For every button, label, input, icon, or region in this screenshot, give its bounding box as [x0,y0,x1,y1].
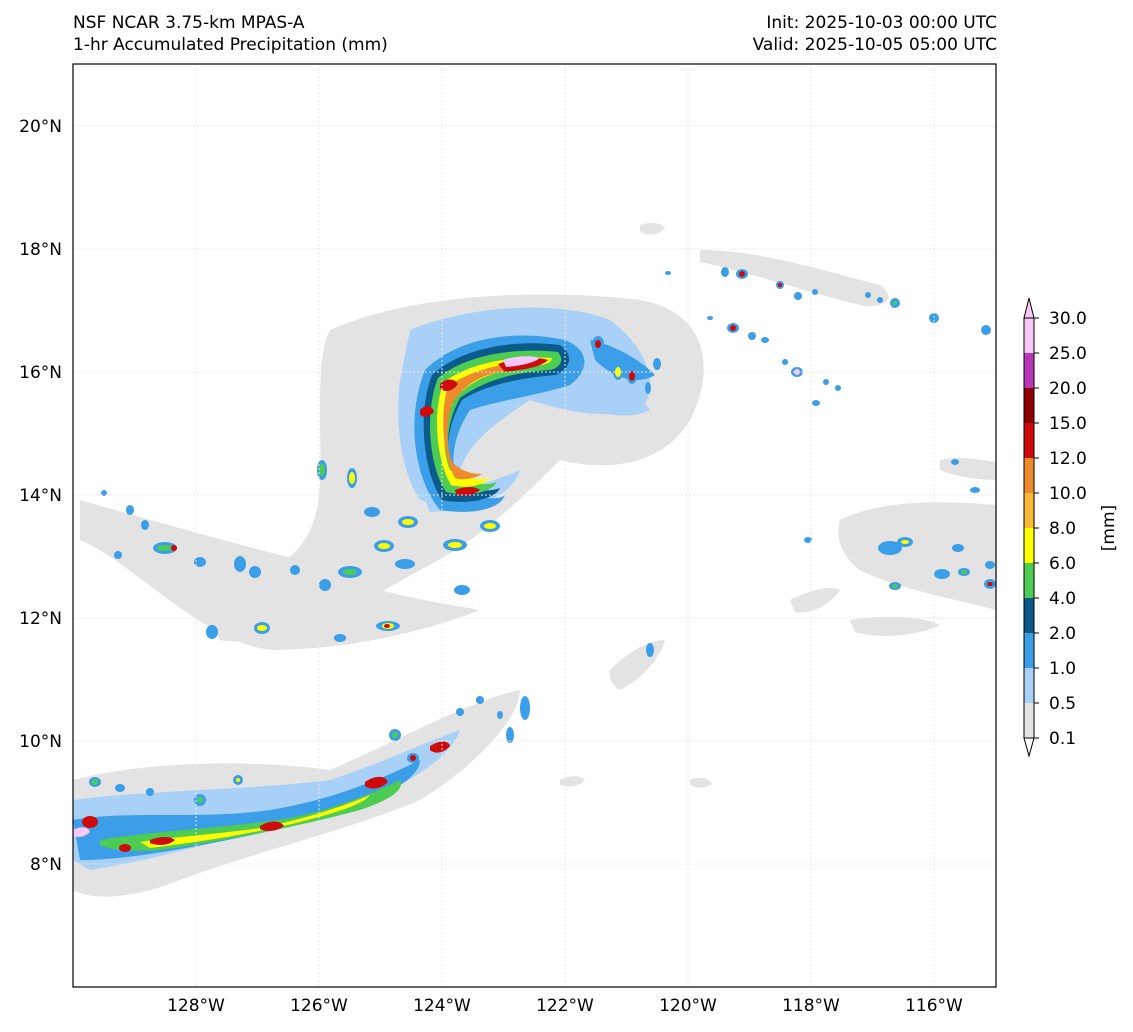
field-title: 1-hr Accumulated Precipitation (mm) [73,35,388,55]
colorbar-tick-label: 15.0 [1049,414,1087,434]
lat-tick-label: 12°N [19,609,62,629]
map-frame [72,63,997,988]
colorbar-tick-label: 12.0 [1049,449,1087,469]
colorbar-unit-label: [mm] [1099,505,1119,551]
lon-tick-label: 118°W [782,996,840,1016]
lat-tick-label: 8°N [30,855,62,875]
colorbar-tick-label: 20.0 [1049,379,1087,399]
spiral-core [420,350,562,496]
lon-tick-label: 126°W [290,996,348,1016]
lat-tick-label: 20°N [19,117,62,137]
colorbar-swatch [1024,668,1034,703]
colorbar-tick-labels: 0.1 0.5 1.0 2.0 4.0 6.0 8.0 10.0 12.0 15.0 20.0 25.… [1049,309,1087,749]
colorbar-swatch [1024,598,1034,633]
init-time: Init: 2025-10-03 00:00 UTC [766,13,997,33]
lon-tick-label: 124°W [413,996,471,1016]
lat-tick-label: 14°N [19,486,62,506]
colorbar-swatch [1024,633,1034,668]
colorbar-swatch [1024,388,1034,423]
model-title: NSF NCAR 3.75-km MPAS-A [73,13,305,33]
colorbar-tick-label: 30.0 [1049,309,1087,329]
precip-field [73,64,996,987]
colorbar-ticks [1034,317,1039,739]
colorbar-under-extend [1023,737,1035,758]
colorbar-swatch [1024,528,1034,563]
lon-tick-label: 128°W [167,996,225,1016]
lon-tick-label: 120°W [659,996,717,1016]
lon-tick-label: 122°W [536,996,594,1016]
title-left: NSF NCAR 3.75-km MPAS-A 1-hr Accumulated… [73,12,388,56]
colorbar-swatches [1024,318,1034,738]
colorbar-swatch [1024,458,1034,493]
colorbar-tick-label: 8.0 [1049,519,1076,539]
colorbar-tick-label: 4.0 [1049,589,1076,609]
colorbar-tick-label: 10.0 [1049,484,1087,504]
colorbar-tick-label: 0.1 [1049,729,1076,749]
title-right: Init: 2025-10-03 00:00 UTC Valid: 2025-1… [753,12,997,56]
colorbar-tick-label: 6.0 [1049,554,1076,574]
lat-tick-label: 18°N [19,240,62,260]
colorbar-tick-label: 0.5 [1049,694,1076,714]
lat-tick-label: 10°N [19,732,62,752]
colorbar-swatch [1024,493,1034,528]
colorbar-swatch [1024,703,1034,738]
colorbar-tick-label: 1.0 [1049,659,1076,679]
colorbar-swatch [1024,563,1034,598]
lon-axis: 128°W 126°W 124°W 122°W 120°W 118°W 116°… [167,996,963,1016]
colorbar-swatch [1024,353,1034,388]
colorbar-swatch [1024,318,1034,353]
lat-axis: 8°N 10°N 12°N 14°N 16°N 18°N 20°N [19,117,62,875]
graticule [73,64,996,987]
valid-time: Valid: 2025-10-05 05:00 UTC [752,35,997,55]
colorbar-swatch [1024,423,1034,458]
lat-tick-label: 16°N [19,363,62,383]
scattered-cells [82,267,996,852]
colorbar-tick-label: 25.0 [1049,344,1087,364]
colorbar-tick-label: 2.0 [1049,624,1076,644]
colorbar-over-extend [1023,297,1035,319]
southern-band-core [73,741,450,851]
colorbar: 0.1 0.5 1.0 2.0 4.0 6.0 8.0 10.0 12.0 15.0 20.0 25.… [1023,297,1119,758]
lon-tick-label: 116°W [905,996,963,1016]
